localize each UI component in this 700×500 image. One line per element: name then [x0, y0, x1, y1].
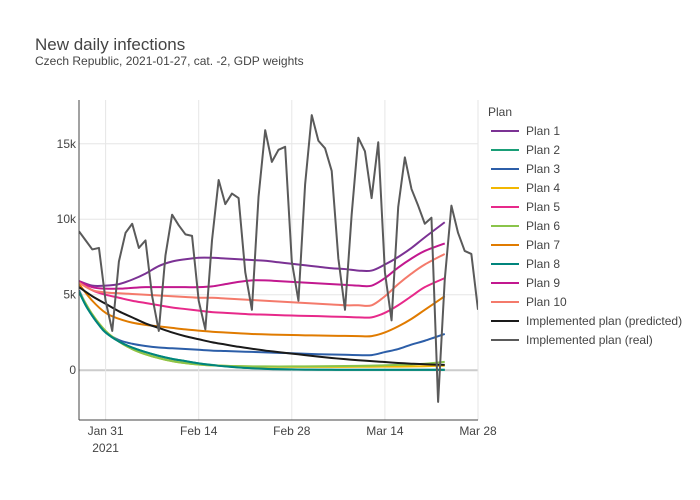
chart-title: New daily infections: [35, 35, 185, 54]
legend-label: Plan 9: [526, 276, 560, 290]
legend-label: Implemented plan (real): [526, 333, 653, 347]
series-line-7[interactable]: [79, 283, 446, 338]
chart-subtitle: Czech Republic, 2021-01-27, cat. -2, GDP…: [35, 54, 304, 68]
axes: 0 5k 10k 15k Jan 31 Feb 14 Feb 28 Mar 14 Mar 28 2…: [57, 100, 497, 455]
legend-item[interactable]: Plan 2: [491, 143, 560, 157]
series-line-3[interactable]: [79, 289, 446, 357]
legend-label: Plan 1: [526, 124, 560, 138]
series-line-10[interactable]: [79, 253, 446, 307]
legend-label: Plan 4: [526, 181, 560, 195]
legend-label: Plan 5: [526, 200, 560, 214]
plot-area: [79, 114, 478, 403]
legend-item[interactable]: Plan 4: [491, 181, 560, 195]
legend-label: Implemented plan (predicted): [526, 314, 682, 328]
x-tick-year: 2021: [92, 441, 119, 455]
legend-item[interactable]: Plan 9: [491, 276, 560, 290]
x-tick-label: Jan 31: [88, 424, 124, 438]
series-line-9[interactable]: [79, 242, 446, 290]
series-line-5[interactable]: [79, 277, 446, 319]
legend-item[interactable]: Plan 8: [491, 257, 560, 271]
legend-item[interactable]: Plan 1: [491, 124, 560, 138]
legend-item[interactable]: Implemented plan (predicted): [491, 314, 682, 328]
x-tick-label: Feb 28: [273, 424, 311, 438]
y-tick-label: 15k: [57, 137, 77, 151]
legend-label: Plan 3: [526, 162, 560, 176]
series-line-1[interactable]: [79, 221, 446, 288]
legend-item[interactable]: Plan 5: [491, 200, 560, 214]
y-tick-label: 5k: [63, 288, 77, 302]
legend-label: Plan 10: [526, 295, 567, 309]
x-tick-label: Mar 14: [366, 424, 404, 438]
legend-label: Plan 2: [526, 143, 560, 157]
legend-label: Plan 7: [526, 238, 560, 252]
grid: [79, 100, 479, 420]
legend-item[interactable]: Plan 6: [491, 219, 560, 233]
y-tick-label: 0: [69, 363, 76, 377]
legend-item[interactable]: Implemented plan (real): [491, 333, 653, 347]
x-tick-label: Mar 28: [459, 424, 497, 438]
legend-label: Plan 6: [526, 219, 560, 233]
series-line-8[interactable]: [79, 291, 445, 371]
legend-label: Plan 8: [526, 257, 560, 271]
series-line-11[interactable]: [79, 286, 445, 366]
legend-title: Plan: [488, 105, 512, 119]
legend-item[interactable]: Plan 3: [491, 162, 560, 176]
legend-item[interactable]: Plan 10: [491, 295, 567, 309]
legend[interactable]: Plan Plan 1 Plan 2 Plan 3 Plan 4 Plan 5 Plan …: [488, 105, 682, 347]
x-tick-label: Feb 14: [180, 424, 218, 438]
series-line-12[interactable]: [79, 114, 478, 403]
y-tick-label: 10k: [57, 212, 77, 226]
legend-item[interactable]: Plan 7: [491, 238, 560, 252]
